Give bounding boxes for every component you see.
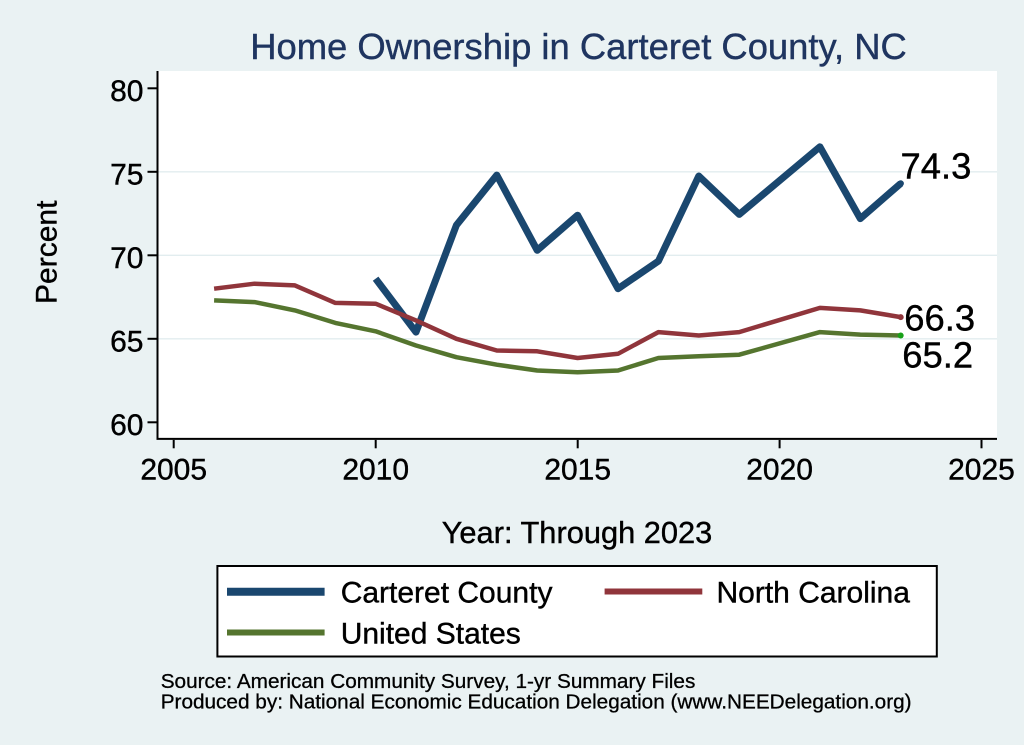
svg-text:75: 75 — [110, 159, 143, 192]
svg-text:Produced by: National Economic: Produced by: National Economic Education… — [161, 690, 912, 713]
svg-text:Percent: Percent — [31, 200, 64, 304]
svg-text:2010: 2010 — [342, 453, 409, 486]
svg-text:North Carolina: North Carolina — [717, 577, 911, 610]
svg-text:Carteret County: Carteret County — [341, 577, 553, 610]
svg-text:2005: 2005 — [140, 453, 207, 486]
svg-text:74.3: 74.3 — [901, 146, 972, 187]
svg-text:Source: American Community Sur: Source: American Community Survey, 1-yr … — [161, 670, 696, 693]
svg-text:United States: United States — [341, 617, 521, 650]
svg-text:Home Ownership in Carteret Cou: Home Ownership in Carteret County, NC — [250, 26, 907, 67]
svg-text:66.3: 66.3 — [904, 297, 975, 338]
svg-text:70: 70 — [110, 242, 143, 275]
svg-text:60: 60 — [110, 409, 143, 442]
svg-text:80: 80 — [110, 75, 143, 108]
svg-text:2025: 2025 — [948, 453, 1015, 486]
svg-text:2015: 2015 — [544, 453, 611, 486]
svg-text:65: 65 — [110, 326, 143, 359]
svg-text:65.2: 65.2 — [902, 335, 973, 376]
svg-text:Year: Through 2023: Year: Through 2023 — [442, 515, 713, 550]
svg-text:2020: 2020 — [746, 453, 813, 486]
